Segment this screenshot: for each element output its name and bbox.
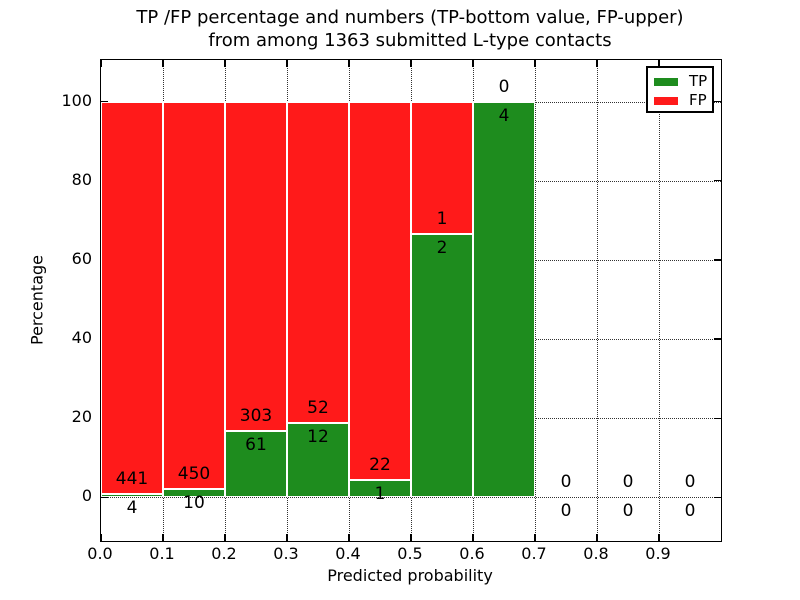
tp-count-label-1: 10 (183, 492, 205, 513)
x-tick-label-0.6: 0.6 (459, 544, 485, 563)
chart-title: TP /FP percentage and numbers (TP-bottom… (100, 6, 720, 52)
x-tick-bottom-0.6 (472, 534, 474, 541)
x-tick-bottom-0.5 (410, 534, 412, 541)
y-tick-label-60: 60 (71, 248, 92, 268)
fp-bar-3 (287, 101, 349, 424)
x-tick-top-0.7 (534, 60, 536, 67)
tp-bar-4 (349, 480, 411, 498)
legend-label-tp: TP (689, 72, 708, 90)
tp-bar-0 (101, 493, 163, 498)
fp-count-label-5: 1 (436, 208, 448, 229)
fp-bar-1 (163, 101, 225, 489)
x-tick-label-0.9: 0.9 (645, 544, 671, 563)
x-axis-label: Predicted probability (327, 566, 493, 585)
x-tick-label-0.8: 0.8 (583, 544, 609, 563)
tp-count-label-0: 4 (126, 497, 138, 518)
x-tick-bottom-0.4 (348, 534, 350, 541)
y-tick-label-40: 40 (71, 328, 92, 348)
tp-bar-1 (163, 488, 225, 498)
tp-count-label-5: 2 (436, 237, 448, 258)
y-tick-right-0 (714, 496, 721, 499)
y-tick-label-20: 20 (71, 407, 92, 427)
y-tick-right-80 (714, 180, 721, 182)
tp-count-label-7: 0 (560, 501, 572, 522)
y-tick-label-100: 100 (61, 90, 92, 110)
legend-entry-tp: TP (654, 72, 712, 91)
tp-count-label-8: 0 (622, 501, 634, 522)
y-tick-right-100 (714, 100, 721, 103)
fp-count-label-0: 441 (115, 468, 149, 489)
x-gridline-0.9 (659, 60, 660, 541)
fp-bar-5 (411, 101, 473, 234)
legend-label-fp: FP (689, 91, 707, 109)
x-tick-label-0.5: 0.5 (397, 544, 423, 563)
x-tick-top-0.5 (410, 60, 412, 67)
x-gridline-0.7 (535, 60, 536, 541)
x-tick-top-0.8 (596, 60, 598, 67)
x-tick-bottom-0.3 (286, 534, 288, 541)
fp-bar-4 (349, 101, 411, 481)
x-gridline-0.8 (597, 60, 598, 541)
fp-count-label-1: 450 (177, 463, 211, 484)
fp-count-label-7: 0 (560, 472, 572, 493)
tp-count-label-9: 0 (684, 501, 696, 522)
tp-color-swatch (654, 77, 678, 86)
tp-count-label-3: 12 (307, 427, 329, 448)
y-tick-left-100 (101, 100, 108, 103)
chart-title-line1: TP /FP percentage and numbers (TP-bottom… (136, 7, 684, 28)
fp-count-label-2: 303 (239, 406, 273, 427)
tp-count-label-6: 4 (498, 105, 510, 126)
tp-bar-6 (473, 101, 535, 498)
x-tick-label-0.4: 0.4 (335, 544, 361, 563)
x-tick-label-0.3: 0.3 (273, 544, 299, 563)
x-tick-top-0.0 (100, 60, 102, 67)
tp-bar-2 (225, 431, 287, 498)
tp-bar-5 (411, 233, 473, 498)
fp-count-label-8: 0 (622, 472, 634, 493)
x-tick-bottom-0.1 (162, 534, 164, 541)
legend-entry-fp: FP (654, 91, 712, 110)
x-tick-top-0.2 (224, 60, 226, 67)
fp-bar-0 (101, 101, 163, 494)
x-tick-bottom-0.8 (596, 534, 598, 541)
y-tick-label-0: 0 (81, 486, 92, 506)
x-tick-top-0.9 (658, 60, 660, 67)
chart-title-line2: from among 1363 submitted L-type contact… (208, 30, 612, 51)
fp-count-label-9: 0 (684, 472, 696, 493)
tp-count-label-2: 61 (245, 435, 267, 456)
x-tick-label-0.1: 0.1 (149, 544, 175, 563)
fp-count-label-6: 0 (498, 76, 510, 97)
fp-bar-2 (225, 101, 287, 432)
x-tick-label-0.2: 0.2 (211, 544, 237, 563)
y-tick-left-0 (101, 496, 108, 499)
x-tick-top-0.6 (472, 60, 474, 67)
tp-count-label-4: 1 (374, 484, 386, 505)
x-tick-label-0.0: 0.0 (87, 544, 113, 563)
y-tick-right-20 (714, 417, 721, 419)
fp-color-swatch (654, 96, 678, 105)
fp-count-label-4: 22 (369, 455, 391, 476)
x-tick-top-0.1 (162, 60, 164, 67)
x-tick-bottom-0.9 (658, 534, 660, 541)
x-tick-top-0.4 (348, 60, 350, 67)
x-tick-bottom-0.7 (534, 534, 536, 541)
legend: TP FP (646, 66, 714, 113)
x-tick-bottom-0.2 (224, 534, 226, 541)
fp-count-label-3: 52 (307, 398, 329, 419)
x-tick-bottom-0.0 (100, 534, 102, 541)
tp-bar-3 (287, 423, 349, 498)
x-tick-label-0.7: 0.7 (521, 544, 547, 563)
plot-area: 441 4 450 10 303 61 52 12 22 1 1 2 0 4 0 0 0 0 0 0 (100, 59, 722, 542)
y-tick-label-80: 80 (71, 169, 92, 189)
y-tick-right-60 (714, 259, 721, 261)
y-tick-right-40 (714, 338, 721, 340)
x-tick-top-0.3 (286, 60, 288, 67)
